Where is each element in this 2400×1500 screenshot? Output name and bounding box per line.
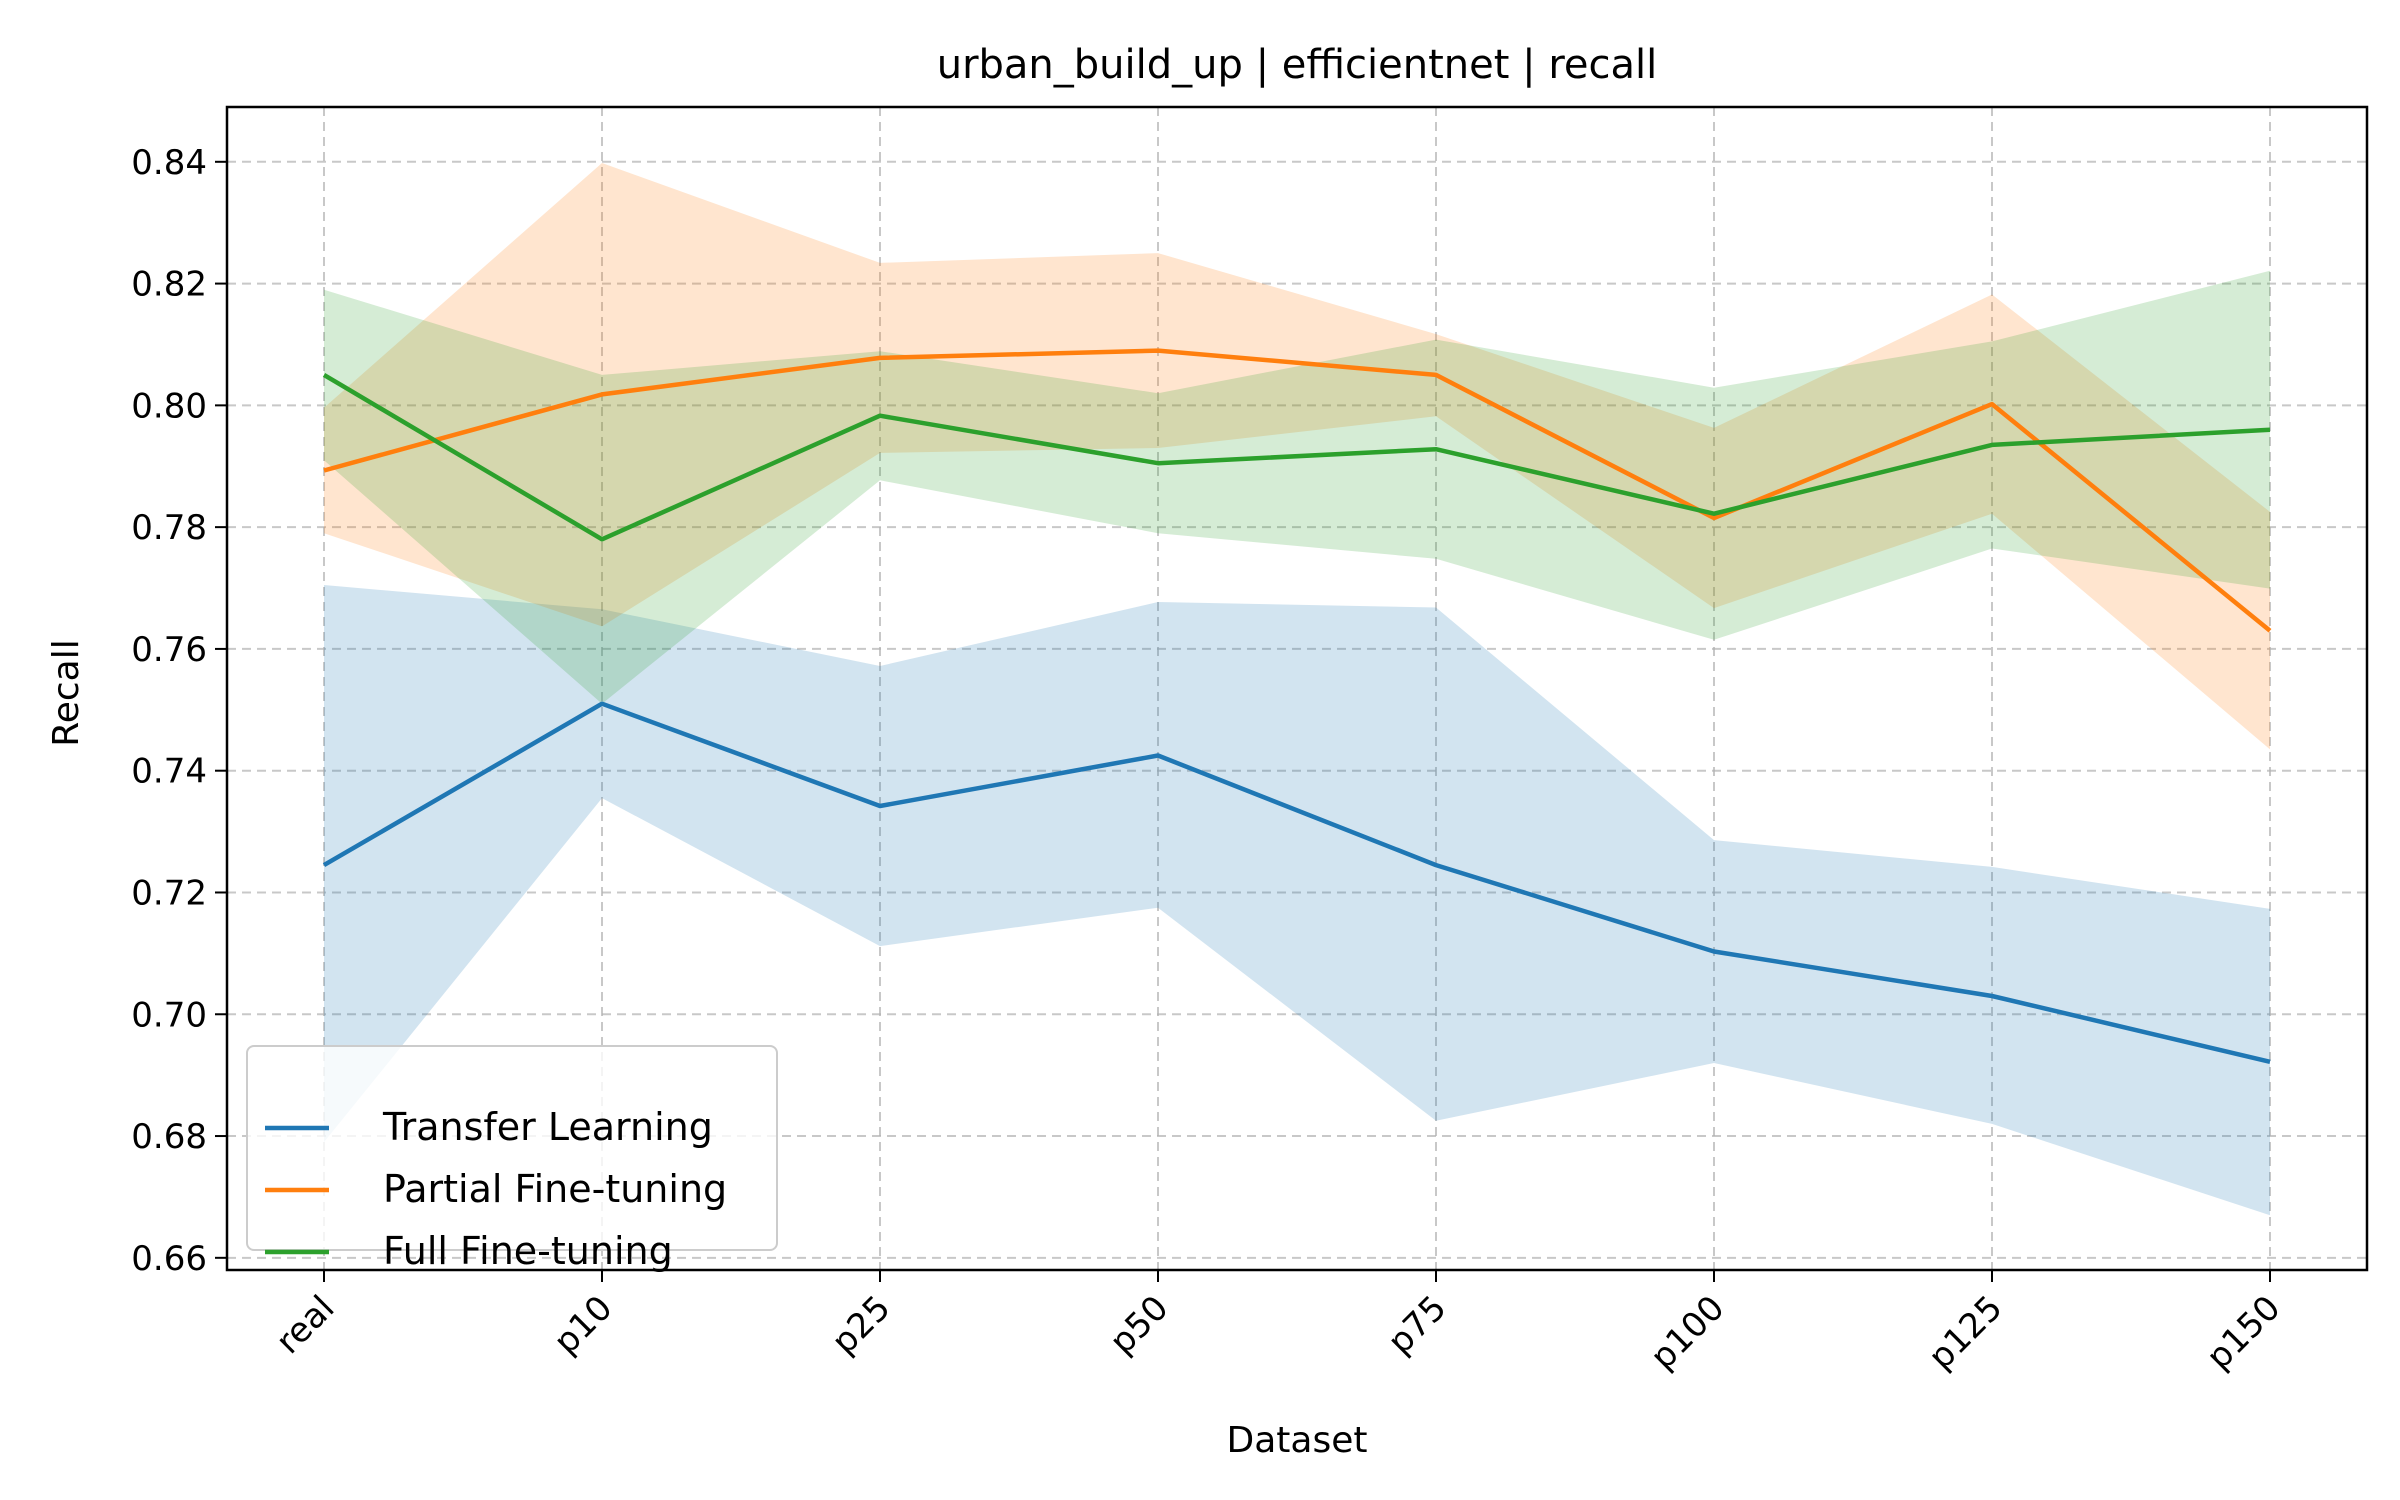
confidence-band-2 [324,270,2270,704]
y-tick-label: 0.68 [131,1117,207,1157]
chart-title: urban_build_up | efficientnet | recall [937,42,1658,88]
y-tick-label: 0.70 [131,995,207,1035]
series-line-2 [322,372,2271,542]
confidence-band-0 [324,585,2270,1216]
series-lines [322,348,2272,1064]
y-tick-label: 0.72 [131,873,207,913]
legend-box [246,1045,778,1251]
series-line-1 [323,348,2272,633]
y-tick-label: 0.84 [131,143,207,183]
y-tick-label: 0.82 [131,265,207,305]
legend-label-1: Partial Fine-tuning [383,1167,727,1211]
y-tick-label: 0.78 [131,508,207,548]
y-tick-label: 0.80 [131,386,207,426]
grid-layer [227,107,2367,1270]
y-tick-label: 0.66 [131,1239,207,1279]
y-tick-label: 0.76 [131,630,207,670]
confidence-bands [324,163,2270,1216]
series-line-0 [322,701,2271,1064]
x-axis-label: Dataset [1227,1420,1368,1461]
plot-frame [225,105,2369,1272]
y-axis-label: Recall [46,639,87,746]
legend: Transfer Learning Partial Fine-tuning Full… [246,1045,778,1273]
confidence-band-1 [324,163,2270,750]
y-tick-label: 0.74 [131,752,207,792]
legend-label-0: Transfer Learning [382,1105,713,1149]
legend-label-2: Full Fine-tuning [383,1229,673,1273]
